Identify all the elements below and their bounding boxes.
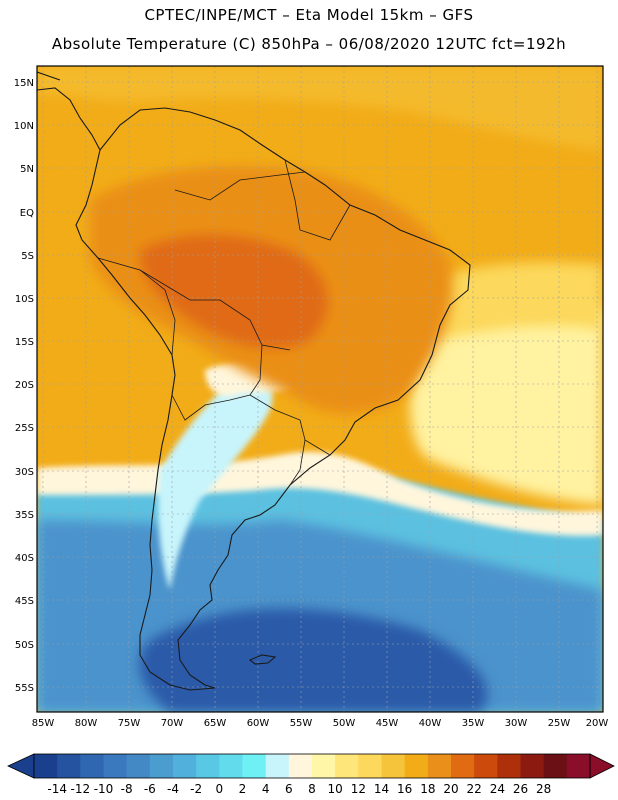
coastline <box>37 71 471 691</box>
colorbar-swatch <box>265 754 290 778</box>
country-borders <box>97 159 351 486</box>
colorbar-swatch <box>404 754 429 778</box>
colorbar-label: 22 <box>467 782 482 796</box>
colorbar-label: 16 <box>397 782 412 796</box>
south-america-coast <box>75 107 471 691</box>
colorbar-swatch <box>520 754 545 778</box>
colorbar-swatch <box>543 754 568 778</box>
colorbar-swatch <box>451 754 475 778</box>
lon-label: 80W <box>75 718 98 729</box>
colorbar-swatch <box>335 754 359 778</box>
colorbar-swatch <box>566 754 591 778</box>
colorbar-arrow-left <box>7 753 35 779</box>
lon-label: 85W <box>32 718 55 729</box>
colorbar-swatch <box>219 754 243 778</box>
lat-label: 35S <box>15 510 34 521</box>
colorbar-swatch <box>57 754 81 778</box>
colorbar-swatch <box>173 754 197 778</box>
colorbar-swatch <box>80 754 104 778</box>
colorbar-arrow-right <box>589 753 615 779</box>
colorbar-label: 26 <box>513 782 528 796</box>
lat-label: 15N <box>14 78 34 89</box>
colorbar-swatch <box>288 754 313 778</box>
lon-label: 60W <box>247 718 270 729</box>
colorbar-swatch <box>196 754 220 778</box>
colorbar-swatch <box>126 754 151 778</box>
map-subtitle: Absolute Temperature (C) 850hPa – 06/08/… <box>51 35 567 53</box>
colorbar-swatch <box>149 754 174 778</box>
colorbar-label: 12 <box>351 782 366 796</box>
lat-label: 10S <box>15 294 34 305</box>
lat-label: 5S <box>21 251 34 262</box>
lat-label: 45S <box>15 596 34 607</box>
colorbar-label: 20 <box>443 782 458 796</box>
colorbar-label: 2 <box>239 782 247 796</box>
lon-label: 40W <box>419 718 442 729</box>
colorbar-label: 24 <box>490 782 505 796</box>
lat-label: 50S <box>15 640 34 651</box>
colorbar-swatch <box>497 754 521 778</box>
colorbar-label: 0 <box>216 782 224 796</box>
lat-label: 25S <box>15 423 34 434</box>
field-cyan-tongue <box>158 376 273 590</box>
colorbar-swatch <box>358 754 382 778</box>
map-frame <box>36 65 604 713</box>
longitude-labels: 85W 80W 75W 70W 65W 60W 55W 50W 45W 40W … <box>32 718 609 729</box>
colorbar-label: -6 <box>144 782 156 796</box>
colorbar-swatch <box>242 754 267 778</box>
colorbar-outline <box>33 753 591 779</box>
field-orange-light <box>37 66 603 150</box>
field-yellow-light <box>410 295 603 505</box>
colorbar-swatch <box>381 754 406 778</box>
lat-label: 40S <box>15 553 34 564</box>
lon-label: 75W <box>118 718 141 729</box>
colorbar-label: -14 <box>47 782 67 796</box>
lon-label: 70W <box>161 718 184 729</box>
colorbar-label: -4 <box>167 782 179 796</box>
colorbar-swatch <box>312 754 336 778</box>
graticule <box>37 66 603 712</box>
colorbar-label: -12 <box>71 782 91 796</box>
lat-label: 30S <box>15 467 34 478</box>
latitude-labels: 15N 10N 5N EQ 5S 10S 15S 20S 25S 30S 35S… <box>14 78 34 694</box>
colorbar-label: -2 <box>190 782 202 796</box>
lat-label: 10N <box>14 121 34 132</box>
colorbar-label: 18 <box>420 782 435 796</box>
colorbar-swatch <box>103 754 128 778</box>
colorbar-label: -10 <box>94 782 114 796</box>
map-title: CPTEC/INPE/MCT – Eta Model 15km – GFS <box>144 6 474 24</box>
colorbar-label: -8 <box>121 782 133 796</box>
colorbar-label: 10 <box>328 782 343 796</box>
lon-label: 65W <box>204 718 227 729</box>
colorbar-label: 8 <box>308 782 316 796</box>
colorbar-label: 14 <box>374 782 389 796</box>
lon-label: 20W <box>586 718 609 729</box>
lon-label: 50W <box>333 718 356 729</box>
lon-label: 45W <box>376 718 399 729</box>
lat-label: EQ <box>20 208 34 219</box>
lon-label: 25W <box>548 718 571 729</box>
colorbar-swatch <box>34 754 58 778</box>
colorbar-label: 28 <box>536 782 551 796</box>
temperature-field <box>37 66 603 712</box>
colorbar-label: 4 <box>262 782 270 796</box>
colorbar-label: 6 <box>285 782 293 796</box>
lat-label: 5N <box>20 164 34 175</box>
falklands-coast <box>248 654 277 665</box>
central-america-coast <box>37 71 101 151</box>
lat-label: 20S <box>15 380 34 391</box>
lon-label: 30W <box>505 718 528 729</box>
lon-label: 35W <box>462 718 485 729</box>
colorbar-swatch <box>427 754 452 778</box>
lat-label: 55S <box>15 683 34 694</box>
field-cold-deep <box>139 608 488 712</box>
lon-label: 55W <box>290 718 313 729</box>
colorbar-swatch <box>474 754 498 778</box>
colorbar: -14 -12 -10 -8 -6 -4 -2 0 2 4 6 8 10 12 14 16 18 20 22 24 26… <box>7 753 615 796</box>
lat-label: 15S <box>15 337 34 348</box>
field-brown-orange <box>140 235 328 349</box>
